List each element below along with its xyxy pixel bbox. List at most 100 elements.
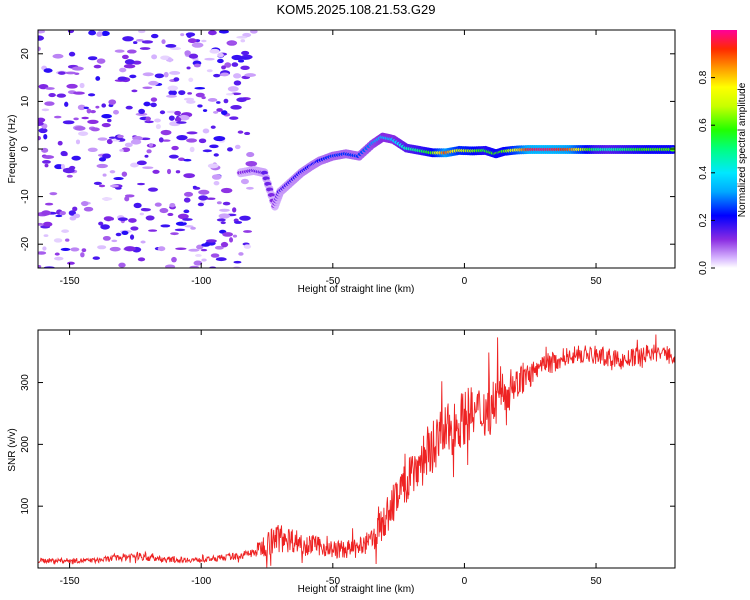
spectrogram-noise-cell (154, 73, 165, 79)
spectrogram-noise-cell (97, 245, 107, 250)
spectrogram-noise-cell (72, 91, 85, 95)
spectrogram-noise-cell (38, 264, 42, 268)
spectrogram-cells (38, 30, 675, 268)
spectrogram-noise-cell (128, 218, 137, 223)
spectrogram-noise-cell (237, 130, 244, 134)
spectrogram-noise-cell (200, 248, 208, 252)
spectrogram-noise-cell (176, 134, 188, 141)
spectrogram-noise-cell (233, 73, 242, 79)
spectrogram-noise-cell (154, 202, 162, 207)
spectrogram-noise-cell (90, 127, 100, 132)
spectrogram-noise-cell (98, 157, 107, 162)
spectrogram-noise-cell (222, 232, 234, 237)
spectrogram-noise-cell (245, 160, 258, 167)
spectrogram-noise-cell (137, 182, 145, 186)
spectrogram-noise-cell (71, 66, 84, 71)
spectrogram-noise-cell (81, 116, 89, 120)
spectrogram-noise-cell (152, 169, 160, 174)
y-tick-label: 200 (20, 436, 31, 453)
spectrogram-noise-cell (130, 226, 139, 231)
spectrogram-noise-cell (218, 30, 229, 34)
spectrogram-noise-cell (243, 244, 252, 249)
spectrogram-noise-cell (188, 248, 200, 252)
spectrogram-noise-cell (219, 208, 230, 212)
spectrogram-noise-cell (113, 177, 124, 181)
spectrogram-noise-cell (183, 197, 191, 203)
spectrogram-y-ticks: -20 -10 0 10 20 (20, 48, 675, 252)
spectrogram-noise-cell (173, 77, 180, 82)
spectrogram-noise-cell (167, 57, 173, 63)
spectrogram-noise-cell (142, 72, 154, 77)
spectrogram-noise-cell (151, 54, 158, 60)
spectrogram-noise-cell (81, 248, 87, 253)
spectrogram-noise-cell (62, 120, 75, 125)
spectrogram-noise-cell (41, 210, 52, 216)
spectrogram-noise-cell (240, 39, 246, 43)
spectrogram-noise-cell (150, 33, 159, 39)
spectrogram-noise-cell (213, 135, 226, 142)
spectrogram-noise-cell (119, 148, 124, 152)
spectrogram-noise-cell (198, 195, 209, 201)
spectrogram-noise-cell (159, 110, 166, 115)
y-tick-label: -20 (20, 237, 31, 252)
spectrogram-noise-cell (187, 38, 197, 44)
spectrogram-noise-cell (38, 46, 41, 52)
spectrogram-noise-cell (77, 104, 86, 111)
spectrogram-noise-cell (220, 187, 233, 194)
spectrogram-noise-cell (49, 192, 58, 196)
spectrogram-noise-cell (228, 41, 238, 45)
spectrogram-noise-cell (160, 55, 171, 61)
spectrogram-noise-cell (150, 102, 157, 108)
spectrogram-noise-cell (161, 39, 166, 45)
spectrogram-noise-cell (244, 73, 257, 77)
spectrogram-noise-cell (210, 125, 216, 129)
spectrogram-noise-cell (167, 85, 179, 91)
spectrogram-noise-cell (204, 57, 215, 61)
spectrogram-noise-cell (246, 152, 255, 158)
spectrogram-noise-cell (38, 117, 46, 123)
spectrogram-noise-cell (68, 51, 76, 57)
spectrogram-noise-cell (206, 239, 217, 243)
spectrogram-noise-cell (139, 47, 151, 50)
spectrogram-noise-cell (216, 101, 221, 104)
spectrogram-noise-cell (206, 197, 216, 200)
spectrogram-noise-cell (159, 207, 169, 214)
spectrogram-noise-cell (195, 92, 205, 98)
spectrogram-noise-cell (229, 116, 239, 120)
spectrogram-noise-cell (239, 57, 251, 60)
spectrogram-noise-cell (195, 254, 202, 257)
spectrogram-noise-cell (169, 47, 182, 51)
spectrogram-noise-cell (236, 97, 247, 103)
spectrogram-noise-cell (42, 221, 53, 227)
spectrogram-noise-cell (122, 36, 134, 42)
spectrogram-noise-cell (117, 76, 128, 81)
spectrogram-noise-cell (62, 167, 75, 174)
x-tick-label: -150 (60, 576, 80, 587)
spectrogram-noise-cell (236, 35, 248, 39)
spectrogram-noise-cell (124, 246, 136, 252)
x-tick-label: -50 (326, 576, 341, 587)
spectrogram-noise-cell (220, 72, 230, 77)
spectrogram-noise-cell (137, 257, 146, 262)
spectrogram-noise-cell (83, 106, 89, 110)
snr-x-ticks: -150 -100 -50 0 50 (60, 330, 602, 587)
spectrogram-noise-cell (42, 246, 47, 251)
snr-x-label: Height of straight line (km) (298, 584, 415, 595)
spectrogram-noise-cell (174, 228, 186, 232)
spectrogram-noise-cell (194, 87, 206, 90)
spectrogram-noise-cell (64, 101, 69, 107)
spectrogram-noise-cell (60, 247, 71, 251)
spectrogram-noise-cell (103, 216, 114, 222)
spectrogram-noise-cell (189, 146, 195, 153)
spectrogram-noise-cell (60, 163, 66, 170)
spectrogram-noise-cell (43, 234, 49, 237)
spectrogram-noise-cell (155, 123, 161, 130)
spectrogram-noise-cell (102, 173, 107, 177)
spectrogram-noise-cell (102, 235, 111, 241)
y-tick-label: 0 (20, 146, 31, 152)
spectrogram-noise-cell (71, 155, 81, 161)
spectrogram-noise-cell (139, 212, 144, 216)
spectrogram-noise-cell (183, 97, 195, 101)
spectrogram-noise-cell (136, 160, 147, 166)
